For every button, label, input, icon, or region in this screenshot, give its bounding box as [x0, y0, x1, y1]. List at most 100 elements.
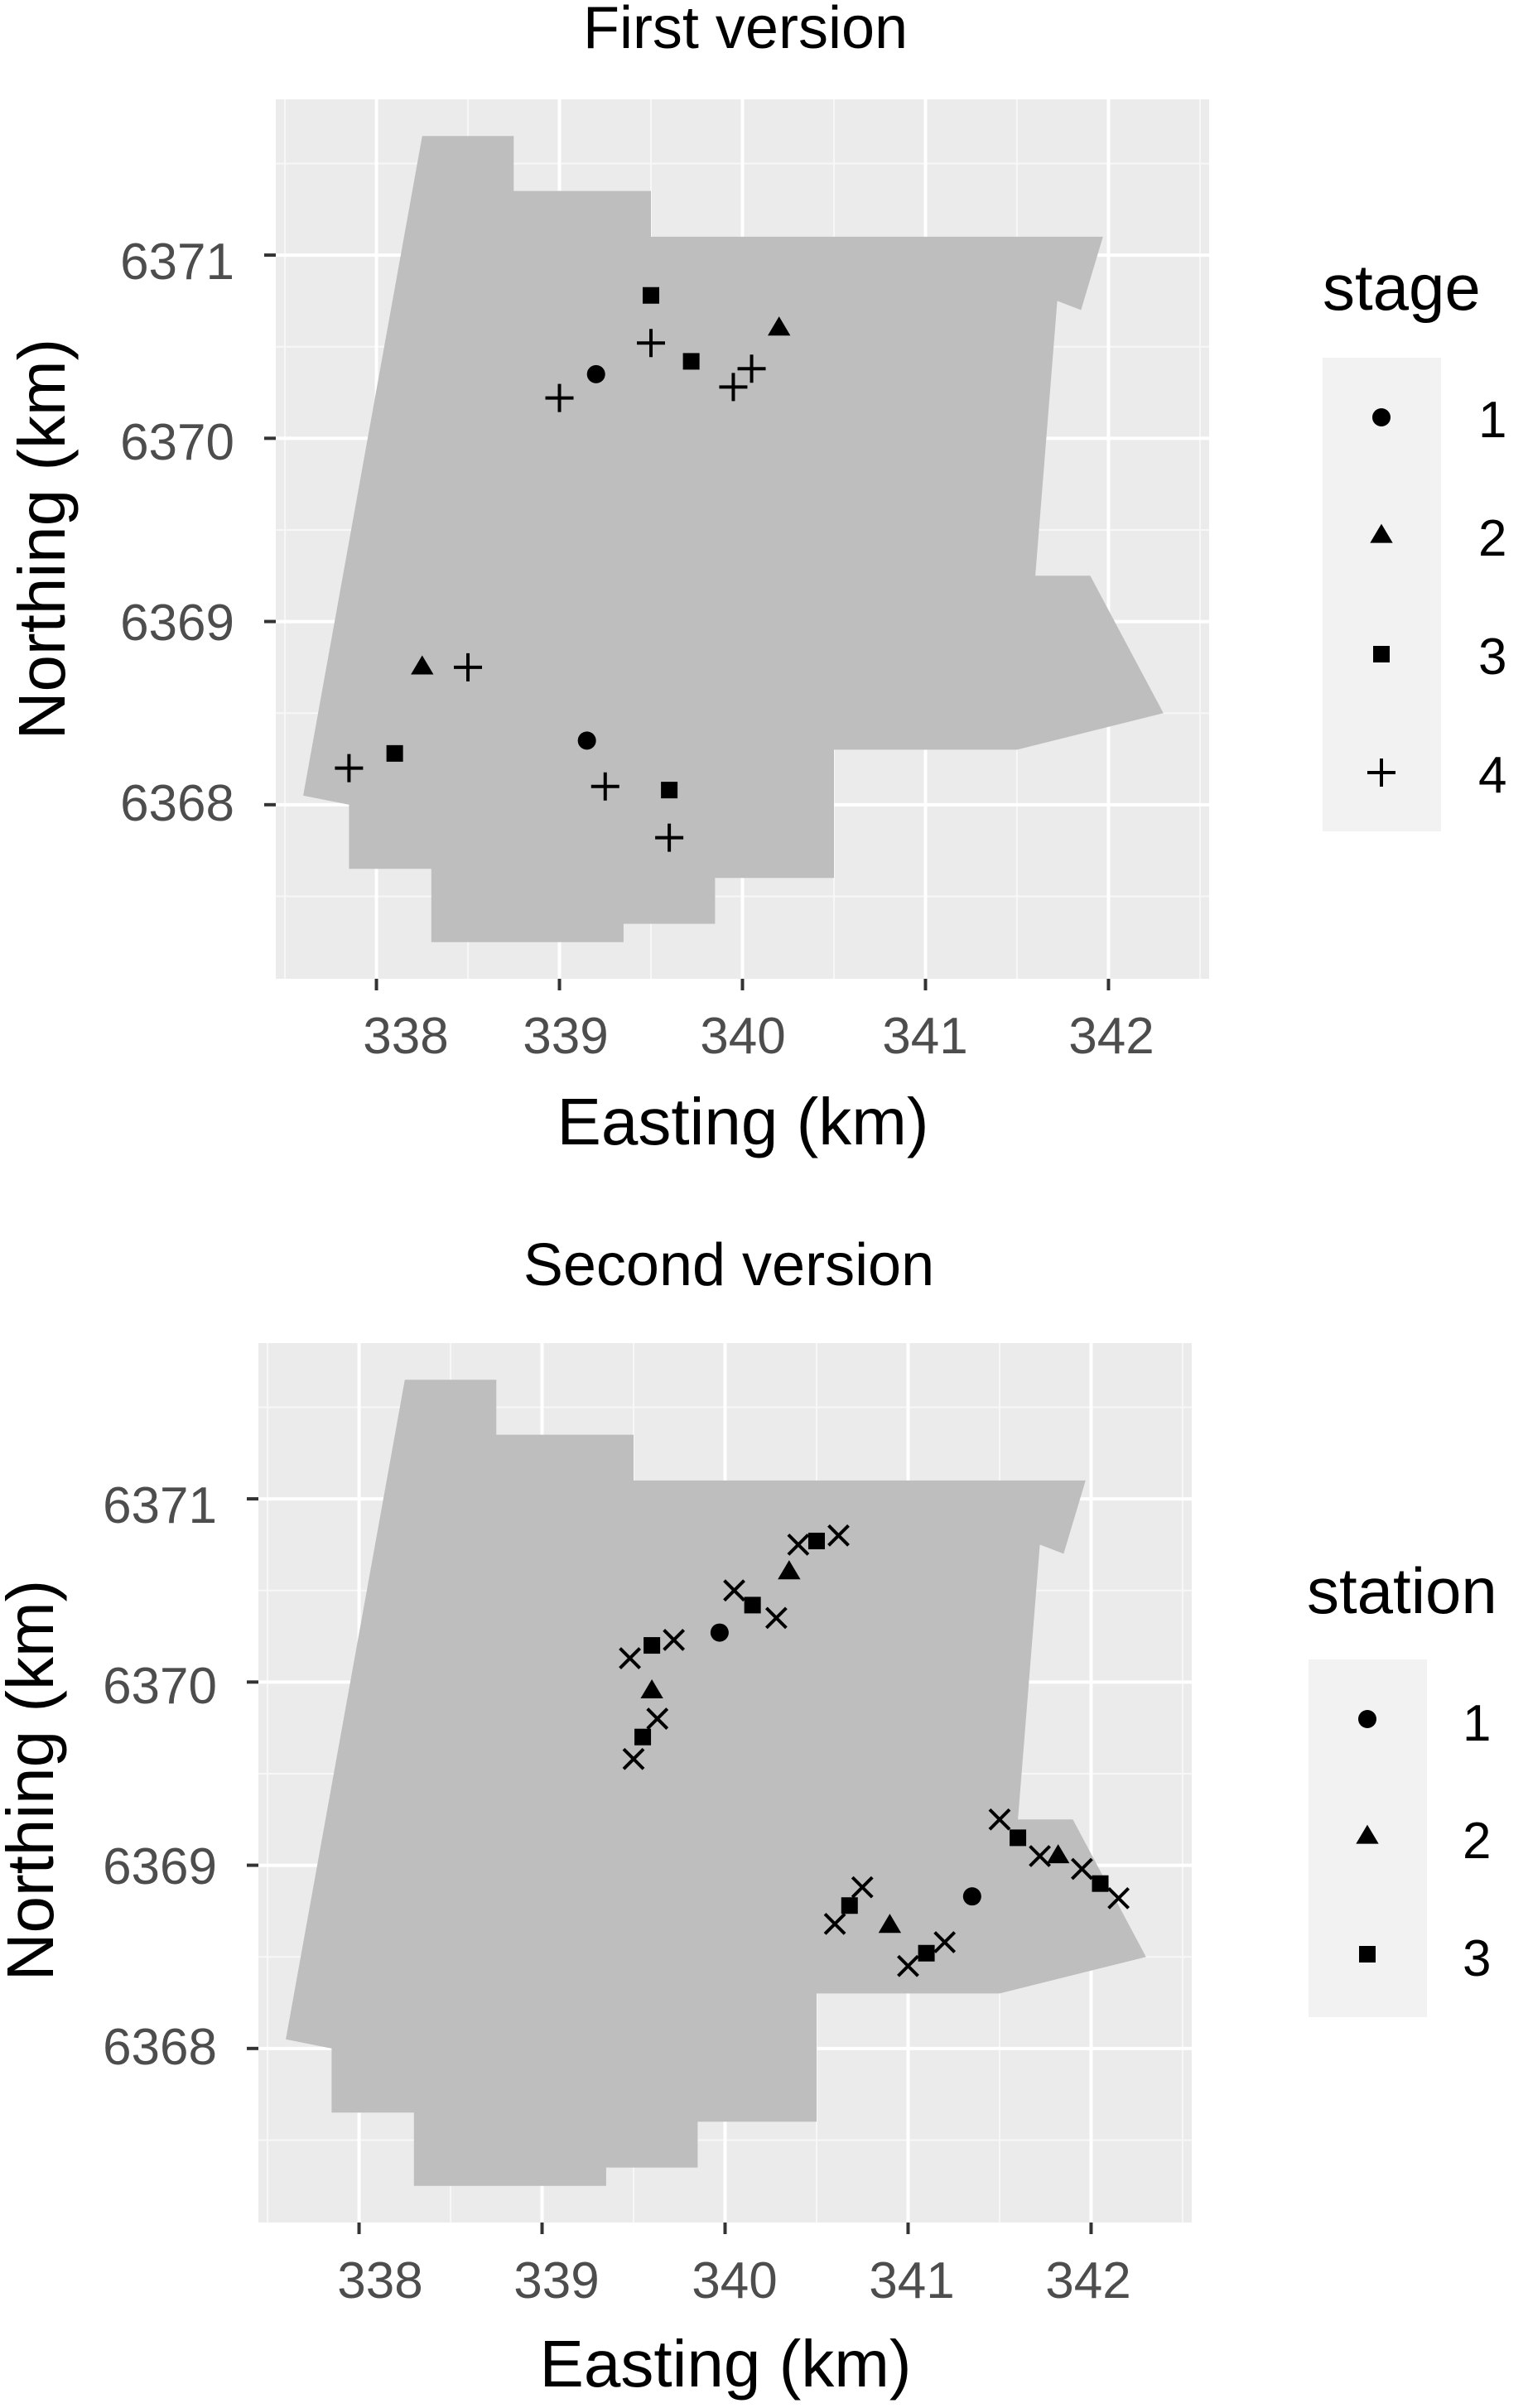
point-square — [634, 1728, 652, 1746]
chart-2-y-axis-title: Northing (km) — [0, 1580, 67, 1982]
chart-1-legend-label: 4 — [1478, 747, 1506, 804]
chart-2-legend: station 1 2 3 — [1307, 1554, 1497, 2017]
chart-2-legend-label: 3 — [1463, 1930, 1491, 1987]
point-plus — [454, 653, 483, 681]
chart-2-axis-ticks — [247, 1497, 1093, 2234]
point-plus — [655, 823, 684, 852]
chart-second-version: Second version 6368 6369 6370 6371 338 3… — [0, 1232, 1497, 2401]
point-cross — [764, 1606, 788, 1630]
chart-1-title: First version — [583, 0, 908, 61]
chart-2-x-tick-label: 339 — [513, 2252, 599, 2309]
chart-1-x-tick-label: 339 — [523, 1008, 608, 1065]
legend-key-square — [1359, 1946, 1376, 1963]
chart-1-x-tick-label: 341 — [882, 1008, 967, 1065]
chart-1-y-tick-label: 6369 — [120, 595, 234, 652]
point-plus — [545, 383, 574, 412]
point-cross — [787, 1533, 810, 1556]
chart-2-x-tick-label: 338 — [337, 2252, 422, 2309]
chart-2-y-tick-label: 6368 — [103, 2019, 217, 2076]
chart-2-legend-label: 1 — [1463, 1695, 1491, 1752]
point-plus — [737, 354, 766, 383]
point-cross — [1107, 1886, 1130, 1910]
point-square — [1092, 1875, 1109, 1892]
chart-2-x-tick-label: 340 — [692, 2252, 777, 2309]
point-triangle — [1047, 1844, 1070, 1864]
chart-2-legend-title: station — [1307, 1554, 1497, 1627]
chart-2-y-tick-label: 6370 — [103, 1658, 217, 1715]
point-plus — [590, 772, 619, 801]
point-cross — [663, 1629, 686, 1651]
chart-2-y-tick-label: 6369 — [103, 1838, 217, 1895]
chart-1-map-region — [303, 136, 1164, 942]
chart-2-x-tick-label: 341 — [869, 2252, 954, 2309]
point-cross — [619, 1647, 642, 1669]
chart-1-legend-keys — [1367, 408, 1395, 787]
chart-1-legend-key-background — [1323, 358, 1441, 831]
chart-first-version: First version 6368 6369 6370 6371 338 33… — [5, 0, 1506, 1158]
chart-1-y-tick-label: 6371 — [120, 234, 234, 291]
chart-1-legend-label: 3 — [1478, 628, 1506, 686]
chart-1-x-tick-label: 342 — [1068, 1008, 1154, 1065]
legend-key-square — [1373, 646, 1390, 662]
point-cross — [933, 1931, 957, 1953]
chart-1-legend-label: 2 — [1478, 510, 1506, 567]
chart-1-legend-title: stage — [1323, 251, 1481, 324]
point-triangle — [778, 1560, 801, 1580]
point-circle — [962, 1887, 981, 1906]
point-triangle — [768, 316, 791, 336]
chart-1-x-tick-label: 340 — [700, 1008, 785, 1065]
point-square — [841, 1897, 858, 1914]
point-triangle — [640, 1678, 663, 1699]
chart-2-x-tick-label: 342 — [1045, 2252, 1130, 2309]
point-cross — [723, 1579, 745, 1602]
chart-1-x-axis-title: Easting (km) — [557, 1085, 929, 1158]
point-square — [643, 287, 660, 304]
chart-1-axis-ticks — [264, 253, 1111, 990]
point-square — [386, 744, 403, 762]
point-square — [918, 1944, 935, 1962]
point-cross — [1070, 1857, 1093, 1881]
point-plus — [719, 373, 748, 402]
chart-1-legend: stage 1 2 3 4 — [1323, 251, 1506, 831]
legend-key-circle — [1358, 1710, 1376, 1728]
chart-2-y-tick-label: 6371 — [103, 1477, 217, 1534]
point-circle — [586, 364, 605, 383]
point-triangle — [411, 655, 434, 675]
point-cross — [646, 1707, 669, 1730]
point-square — [643, 1637, 661, 1654]
chart-2-points — [619, 1524, 1130, 1977]
point-square — [744, 1597, 761, 1614]
point-plus — [335, 754, 364, 783]
chart-2-legend-keys — [1356, 1710, 1379, 1963]
point-cross — [823, 1912, 846, 1935]
point-square — [1010, 1829, 1027, 1847]
legend-key-plus — [1367, 759, 1395, 787]
chart-1-y-tick-label: 6368 — [120, 775, 234, 832]
point-square — [807, 1532, 825, 1549]
chart-1-y-axis-title: Northing (km) — [5, 339, 79, 740]
legend-key-triangle — [1370, 523, 1393, 543]
chart-2-title: Second version — [523, 1232, 934, 1298]
point-cross — [851, 1876, 874, 1899]
point-plus — [637, 329, 666, 358]
point-circle — [577, 731, 596, 750]
legend-key-triangle — [1356, 1824, 1379, 1844]
point-cross — [1029, 1845, 1052, 1867]
point-circle — [710, 1623, 729, 1642]
point-cross — [988, 1808, 1011, 1831]
chart-2-legend-label: 2 — [1463, 1813, 1491, 1870]
chart-2-x-axis-title: Easting (km) — [540, 2327, 912, 2401]
point-square — [682, 353, 700, 370]
chart-1-y-tick-label: 6370 — [120, 414, 234, 471]
chart-2-map-region — [286, 1380, 1146, 2186]
point-triangle — [878, 1914, 902, 1934]
point-cross — [622, 1747, 645, 1770]
point-cross — [897, 1954, 919, 1977]
legend-key-circle — [1372, 408, 1391, 426]
chart-1-legend-label: 1 — [1478, 392, 1506, 449]
point-square — [661, 782, 678, 799]
point-cross — [827, 1524, 850, 1547]
chart-1-x-tick-label: 338 — [363, 1008, 448, 1065]
chart-1-points — [335, 287, 791, 852]
